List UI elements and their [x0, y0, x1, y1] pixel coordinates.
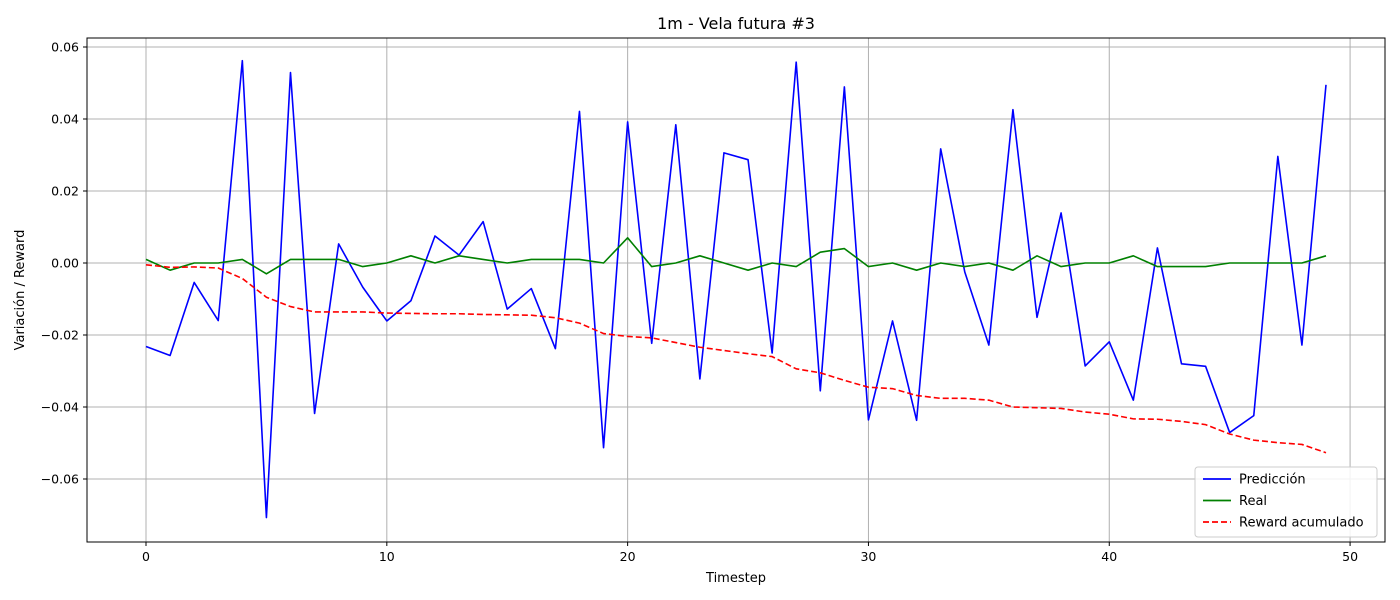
y-tick-label: 0.02: [51, 184, 79, 199]
series-line-real: [145, 237, 1327, 275]
x-tick-label: 0: [142, 549, 150, 564]
x-axis-title: Timestep: [705, 571, 766, 586]
series-line-predicción: [145, 59, 1327, 519]
y-axis-ticks: −0.06 −0.04 −0.02 0.00 0.02 0.04 0.06: [41, 40, 87, 487]
x-tick-label: 40: [1101, 549, 1117, 564]
y-tick-label: 0.04: [51, 112, 79, 127]
series-layer: [145, 59, 1327, 519]
legend-label: Real: [1239, 494, 1267, 509]
legend-box: [1194, 466, 1378, 538]
x-tick-label: 50: [1342, 549, 1358, 564]
plot-frame: [86, 37, 1386, 543]
y-tick-label: 0.00: [51, 256, 79, 271]
x-tick-label: 10: [379, 549, 395, 564]
y-tick-label: 0.06: [51, 40, 79, 55]
y-tick-label: −0.02: [41, 328, 79, 343]
series-line-reward-acumulado: [145, 264, 1327, 454]
x-axis-ticks: 0 10 20 30 40 50: [142, 542, 1358, 564]
legend-label: Reward acumulado: [1239, 516, 1364, 531]
legend-label: Predicción: [1239, 473, 1306, 488]
x-tick-label: 30: [860, 549, 876, 564]
y-tick-label: −0.06: [41, 472, 79, 487]
legend: Predicción Real Reward acumulado: [1194, 466, 1378, 538]
y-axis-title: Variación / Reward: [13, 230, 28, 351]
grid: [87, 38, 1385, 542]
chart-title: 1m - Vela futura #3: [657, 14, 815, 33]
x-tick-label: 20: [620, 549, 636, 564]
y-tick-label: −0.04: [41, 400, 79, 415]
